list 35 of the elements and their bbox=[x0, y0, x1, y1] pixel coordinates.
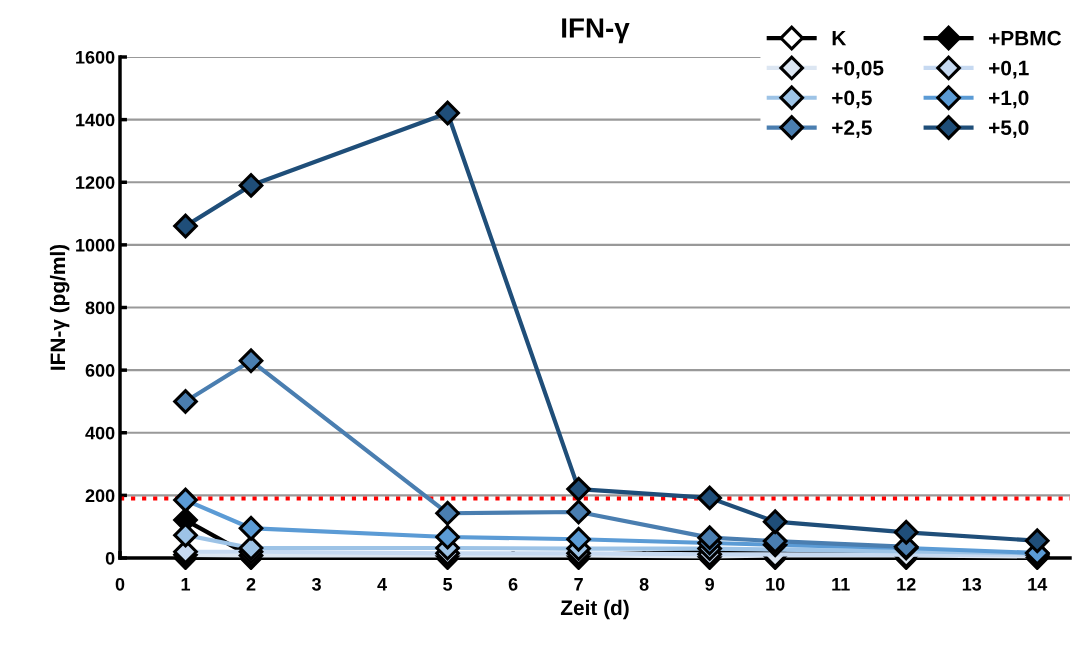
legend-label: +0,5 bbox=[832, 90, 872, 109]
x-tick-label: 14 bbox=[1028, 578, 1048, 591]
x-tick-label: 1 bbox=[181, 578, 191, 591]
x-tick-label: 3 bbox=[311, 577, 321, 591]
x-tick-label: 0 bbox=[115, 577, 125, 591]
y-tick-label: 200 bbox=[85, 489, 115, 503]
x-tick-label: 12 bbox=[897, 577, 916, 591]
x-tick-label: 8 bbox=[639, 577, 649, 591]
x-tick-label: 6 bbox=[508, 577, 518, 591]
x-tick-label: 5 bbox=[443, 578, 453, 591]
x-tick-label: 9 bbox=[705, 577, 715, 591]
legend-label: +PBMC bbox=[989, 30, 1062, 46]
y-tick-label: 1600 bbox=[76, 50, 115, 64]
legend-label: +5,0 bbox=[989, 120, 1029, 139]
x-tick-label: 2 bbox=[246, 577, 256, 591]
y-tick-label: 1200 bbox=[76, 176, 115, 189]
legend-label: +1,0 bbox=[989, 90, 1029, 109]
x-tick-label: 7 bbox=[574, 578, 583, 591]
legend-label: +0,05 bbox=[832, 60, 884, 79]
x-tick-label: 11 bbox=[832, 578, 850, 591]
y-axis-title: IFN-γ (pg/ml) bbox=[49, 244, 70, 370]
x-tick-label: 10 bbox=[766, 577, 785, 591]
y-tick-label: 1400 bbox=[76, 113, 115, 127]
legend-label: +2,5 bbox=[832, 120, 872, 139]
x-axis-title: Zeit (d) bbox=[560, 599, 629, 620]
y-tick-label: 600 bbox=[85, 364, 115, 377]
y-tick-label: 400 bbox=[85, 426, 115, 440]
x-tick-label: 13 bbox=[962, 577, 982, 591]
legend-label: +0,1 bbox=[989, 60, 1029, 79]
y-tick-label: 0 bbox=[105, 551, 115, 565]
y-tick-label: 1000 bbox=[76, 238, 115, 252]
x-tick-label: 4 bbox=[377, 578, 387, 591]
legend-label: K bbox=[832, 31, 847, 46]
y-tick-label: 800 bbox=[85, 301, 115, 315]
chart-title: IFN-γ bbox=[562, 18, 630, 44]
